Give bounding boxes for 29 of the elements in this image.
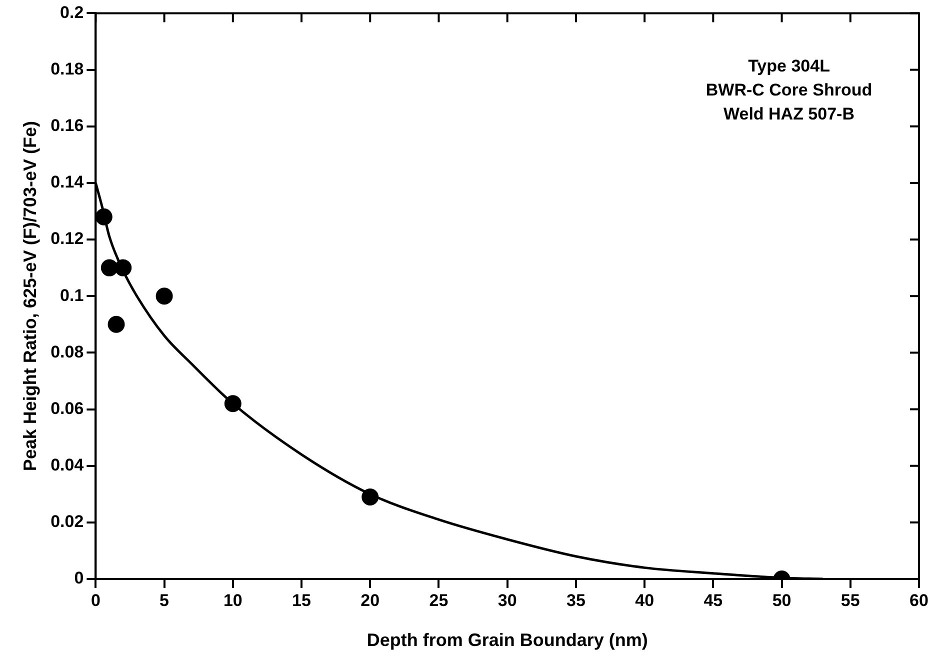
y-tick-label: 0.2 — [60, 2, 84, 22]
x-tick-label: 0 — [90, 590, 100, 610]
x-tick-label: 10 — [223, 590, 242, 610]
x-tick-label: 55 — [840, 590, 860, 610]
x-tick-label: 45 — [704, 590, 723, 610]
annotation: Weld HAZ 507-B — [724, 104, 854, 124]
x-tick-label: 50 — [772, 590, 792, 610]
x-tick-label: 15 — [292, 590, 311, 610]
x-tick-label: 5 — [160, 590, 170, 610]
annotation: BWR-C Core Shroud — [706, 80, 872, 100]
annotation: Type 304L — [748, 56, 830, 76]
y-tick-label: 0.16 — [50, 116, 84, 136]
x-tick-label: 25 — [429, 590, 448, 610]
y-axis-title: Peak Height Ratio, 625-eV (F)/703-eV (Fe) — [20, 121, 40, 472]
x-axis-title: Depth from Grain Boundary (nm) — [366, 630, 648, 650]
y-tick-label: 0.18 — [50, 59, 84, 78]
y-tick-label: 0.06 — [50, 398, 84, 418]
y-tick-label: 0.04 — [50, 456, 84, 475]
x-tick-label: 30 — [498, 590, 517, 610]
y-tick-label: 0.08 — [50, 342, 84, 362]
x-tick-label: 60 — [910, 590, 928, 610]
y-tick-label: 0 — [74, 568, 84, 588]
y-tick-label: 0.14 — [50, 172, 84, 192]
x-tick-label: 35 — [566, 590, 586, 610]
y-tick-label: 0.1 — [60, 286, 84, 305]
x-tick-label: 20 — [360, 590, 380, 610]
x-tick-label: 40 — [635, 590, 654, 610]
y-tick-label: 0.12 — [50, 229, 84, 248]
y-tick-label: 0.02 — [50, 512, 84, 532]
